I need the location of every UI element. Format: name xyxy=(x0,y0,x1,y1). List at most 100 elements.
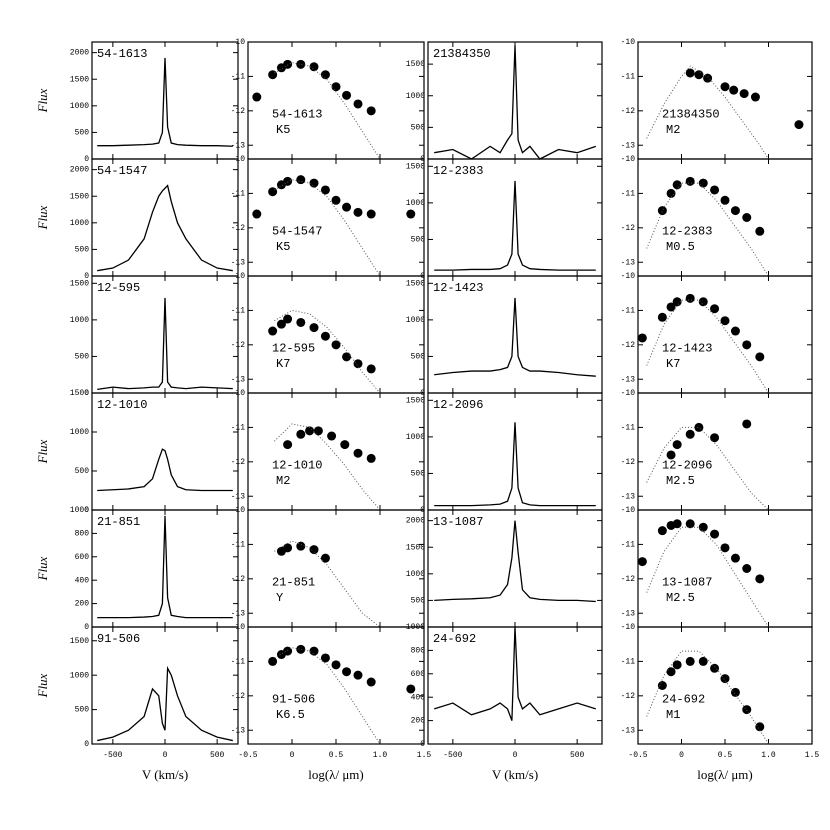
sed-point xyxy=(657,206,667,216)
y-tick-label: 200 xyxy=(411,717,426,726)
sed-point xyxy=(406,209,416,219)
sed-point xyxy=(710,433,720,443)
panel-name: 12-595 xyxy=(97,281,140,295)
x-tick-label: -0.5 xyxy=(628,751,647,760)
y-tick-label: -13 xyxy=(231,609,246,618)
y-tick-label: 2000 xyxy=(70,166,89,175)
sed-point xyxy=(755,352,765,362)
sed-point xyxy=(730,687,740,697)
y-axis-label: Flux xyxy=(35,88,50,113)
y-tick-label: 500 xyxy=(75,353,90,362)
panel-name: 54-1547 xyxy=(272,225,322,239)
sed-point xyxy=(729,85,739,95)
sed-point xyxy=(720,674,730,684)
line-profile xyxy=(97,665,233,742)
sed-point xyxy=(720,543,730,553)
y-tick-label: 0 xyxy=(84,155,89,164)
model-line xyxy=(274,179,381,277)
y-tick-label: 500 xyxy=(411,236,426,245)
y-tick-label: -10 xyxy=(621,506,636,515)
sed-point xyxy=(694,70,704,80)
y-tick-label: 600 xyxy=(411,670,426,679)
sed-point xyxy=(296,59,306,69)
y-tick-label: 1500 xyxy=(406,396,425,405)
sed-point xyxy=(730,206,740,216)
sed-point xyxy=(698,522,708,532)
sed-point xyxy=(309,646,319,656)
y-tick-label: 800 xyxy=(75,530,90,539)
y-tick-label: 1000 xyxy=(70,316,89,325)
sed-point xyxy=(685,68,695,78)
spectral-type: K5 xyxy=(276,123,290,137)
sed-point xyxy=(742,705,752,715)
sed-point xyxy=(309,178,319,188)
line-profile xyxy=(97,57,233,147)
sed-point xyxy=(296,644,306,654)
y-tick-label: 0 xyxy=(84,506,89,515)
panel-name: 24-692 xyxy=(662,693,705,707)
y-tick-label: 0 xyxy=(420,623,425,632)
sed-point xyxy=(268,70,278,80)
sed-point xyxy=(342,90,352,100)
sed-point xyxy=(685,656,695,666)
y-tick-label: -12 xyxy=(231,341,246,350)
y-tick-label: -12 xyxy=(231,107,246,116)
sed-point xyxy=(353,207,363,217)
sed-point xyxy=(694,422,704,432)
y-tick-label: 0 xyxy=(84,740,89,749)
sed-point xyxy=(283,543,293,553)
sed-point xyxy=(794,120,804,130)
sed-point xyxy=(710,529,720,539)
y-tick-label: 1000 xyxy=(70,506,89,515)
sed-point xyxy=(666,302,676,312)
sed-point xyxy=(353,359,363,369)
sed-point xyxy=(755,574,765,584)
y-tick-label: 1000 xyxy=(70,219,89,228)
sed-point xyxy=(268,326,278,336)
y-tick-label: 500 xyxy=(411,597,426,606)
y-tick-label: -10 xyxy=(231,38,246,47)
y-tick-label: 500 xyxy=(75,129,90,138)
y-tick-label: 1500 xyxy=(406,60,425,69)
line-profile xyxy=(97,448,233,492)
y-tick-label: -13 xyxy=(621,492,636,501)
panel-frame xyxy=(637,275,813,394)
sed-point xyxy=(268,187,278,197)
y-tick-label: -10 xyxy=(621,623,636,632)
y-tick-label: -10 xyxy=(231,272,246,281)
sed-point xyxy=(672,180,682,190)
sed-point xyxy=(750,92,760,102)
x-tick-label: -500 xyxy=(443,751,462,760)
x-axis-label: V (km/s) xyxy=(142,767,188,782)
sed-point xyxy=(366,677,376,687)
panel-frame xyxy=(247,626,425,745)
line-profile xyxy=(97,515,233,619)
sed-point xyxy=(666,450,676,460)
model-line xyxy=(274,309,381,394)
y-tick-label: -13 xyxy=(231,726,246,735)
sed-point xyxy=(698,297,708,307)
y-tick-label: -11 xyxy=(231,541,246,550)
sed-point xyxy=(305,426,315,436)
line-profile xyxy=(434,626,596,721)
y-tick-label: -12 xyxy=(231,224,246,233)
sed-point xyxy=(366,209,376,219)
y-tick-label: -13 xyxy=(231,375,246,384)
x-axis-label: log(λ/ μm) xyxy=(308,767,364,782)
y-tick-label: 1000 xyxy=(406,92,425,101)
sed-point xyxy=(276,319,286,329)
y-tick-label: 1000 xyxy=(406,316,425,325)
panel-name: 54-1547 xyxy=(97,164,147,178)
panel-name: 13-1087 xyxy=(433,515,483,529)
y-tick-label: 1000 xyxy=(70,102,89,111)
y-tick-label: 0 xyxy=(84,623,89,632)
y-tick-label: -11 xyxy=(621,73,636,82)
sed-point xyxy=(742,213,752,222)
sed-point xyxy=(720,195,730,205)
y-tick-label: -12 xyxy=(621,575,636,584)
sed-point xyxy=(342,202,352,212)
y-tick-label: 1000 xyxy=(406,570,425,579)
sed-point xyxy=(342,352,352,362)
sed-point xyxy=(742,340,752,350)
